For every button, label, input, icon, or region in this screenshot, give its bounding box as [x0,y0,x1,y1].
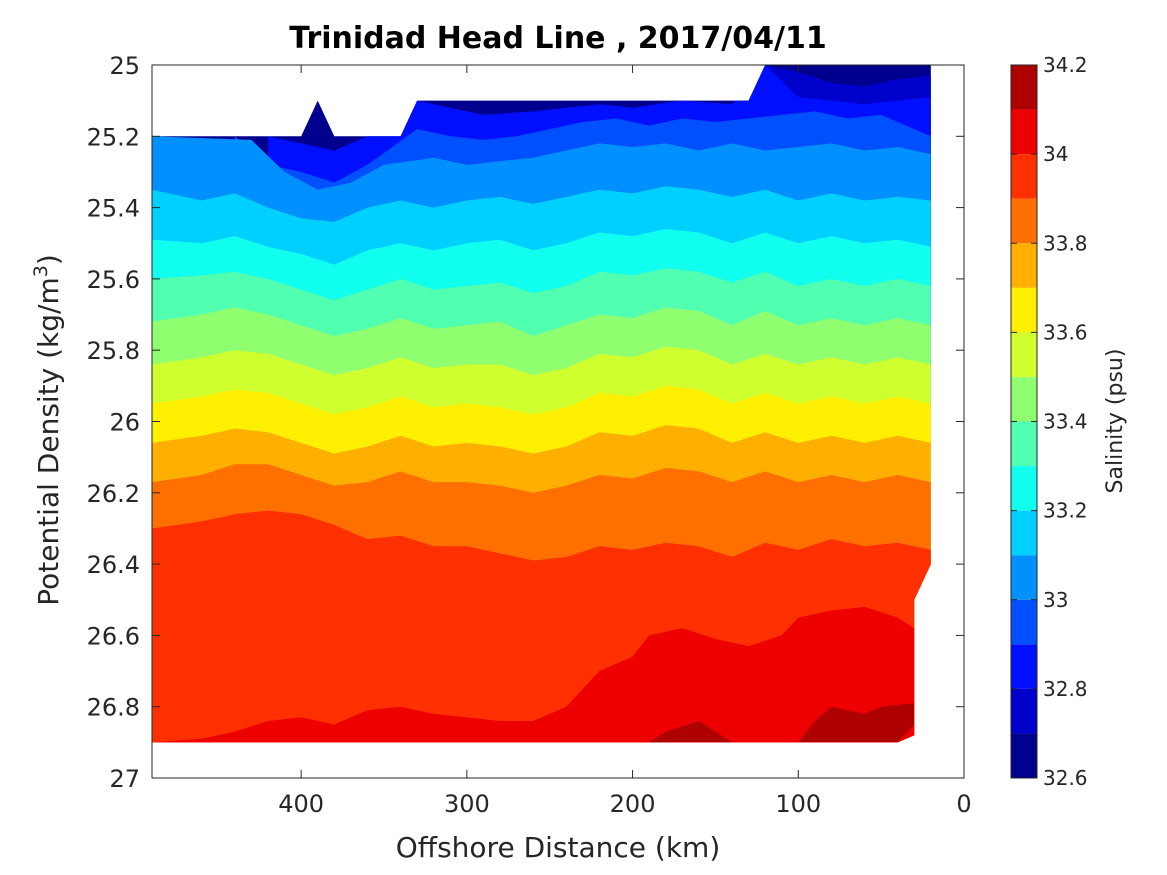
colorbar-tick-label: 33 [1043,588,1068,612]
salinity-contour-fill [152,65,931,743]
colorbar-segment [1011,376,1037,422]
y-tick-label: 26.8 [87,694,140,722]
chart-title: Trinidad Head Line , 2017/04/11 [289,21,826,56]
contour-band [152,606,915,743]
colorbar-segment [1011,65,1037,110]
y-tick-label: 25 [109,52,140,80]
colorbar-title: Salinity (psu) [1103,349,1128,494]
contour-bands [152,65,931,743]
colorbar-tick-label: 33.4 [1043,410,1088,434]
y-tick-label: 25.6 [87,266,140,294]
colorbar-segment [1011,198,1037,244]
colorbar-segment [1011,555,1037,600]
y-tick-label: 26.2 [87,480,140,508]
y-tick-label: 26.4 [87,551,140,579]
colorbar-segment [1011,688,1037,734]
colorbar-tick-label: 34 [1043,142,1068,166]
colorbar-segment [1011,599,1037,645]
y-tick-label: 25.2 [87,123,140,151]
colorbar-segment [1011,466,1037,511]
colorbar-segment [1011,733,1037,778]
y-tick-label: 26 [109,409,140,437]
y-axis-title-superscript: 3 [30,265,52,277]
colorbar-segment [1011,287,1037,333]
colorbar-tick-label: 33.8 [1043,231,1088,255]
x-axis-title: Offshore Distance (km) [396,831,721,864]
x-tick-label: 200 [610,790,656,818]
colorbar-segment [1011,243,1037,288]
colorbar: 34.2 34 33.8 33.6 33.4 33.2 33 32.8 32.6 [1010,53,1088,790]
colorbar-segment [1011,510,1037,556]
x-tick-label: 100 [775,790,821,818]
y-tick-label: 25.8 [87,337,140,365]
y-tick-label: 25.4 [87,195,140,223]
colorbar-segment [1011,154,1037,199]
x-tick-label: 0 [956,790,971,818]
x-axis: 400 300 200 100 0 [278,65,972,818]
colorbar-tick-label: 32.8 [1043,677,1088,701]
y-tick-label: 26.6 [87,622,140,650]
x-tick-label: 400 [278,790,324,818]
y-tick-label: 27 [109,765,140,793]
colorbar-segment [1011,421,1037,467]
colorbar-tick-label: 34.2 [1043,53,1088,77]
x-tick-label: 300 [444,790,490,818]
colorbar-segment [1011,332,1037,377]
colorbar-segment [1011,109,1037,155]
colorbar-tick-label: 33.2 [1043,499,1088,523]
contour-band [649,703,915,743]
y-axis: 25 25.2 25.4 25.6 25.8 26 26.2 26.4 26.6 26.8 27 [87,52,964,793]
y-axis-title: Potential Density (kg/m3) [30,254,65,606]
colorbar-tick-label: 32.6 [1043,766,1088,790]
colorbar-segment [1011,644,1037,689]
colorbar-tick-label: 33.6 [1043,320,1088,344]
